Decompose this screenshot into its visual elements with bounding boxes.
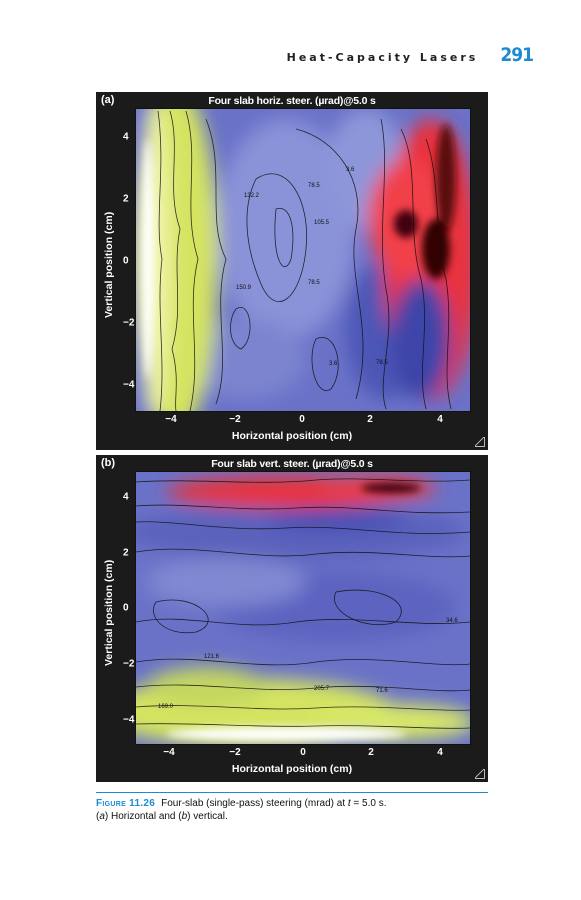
x-tick: −4 <box>163 747 175 758</box>
figure-panel-b: (b) Four slab vert. steer. (µrad)@5.0 s … <box>96 455 488 782</box>
contour-label: 78.5 <box>308 280 320 286</box>
caption-italic: t <box>347 798 351 809</box>
running-title: Heat-Capacity Lasers <box>286 51 479 64</box>
resize-handle[interactable] <box>475 437 485 447</box>
figure-panel-a: (a) Four slab horiz. steer. (µrad)@5.0 s… <box>96 92 488 450</box>
y-tick: 4 <box>123 491 129 503</box>
y-tick: 0 <box>123 602 129 614</box>
caption-text: ) Horizontal and ( <box>104 811 182 822</box>
caption-italic: b <box>181 811 188 822</box>
contour-label: 169.0 <box>158 704 174 710</box>
panel-label: (b) <box>101 457 116 469</box>
running-header: Heat-Capacity Lasers 291 <box>286 44 534 66</box>
contour-label: 205.7 <box>314 686 330 692</box>
contour-label: 150.9 <box>236 285 252 291</box>
contour-label: 132.2 <box>244 193 260 199</box>
y-axis-label: Vertical position (cm) <box>103 559 115 666</box>
y-tick: −2 <box>123 317 135 329</box>
resize-handle[interactable] <box>475 769 485 779</box>
figure-caption: Figure 11.26 Four-slab (single-pass) stee… <box>96 798 387 822</box>
x-tick: 4 <box>437 414 443 425</box>
contour-label: 105.5 <box>314 220 330 226</box>
heatmap-plot-b: 121.6 205.7 71.6 34.6 169.0 <box>135 471 471 745</box>
x-axis-label: Horizontal position (cm) <box>231 430 353 442</box>
y-tick: −4 <box>123 714 135 726</box>
y-tick: 2 <box>123 193 129 205</box>
y-axis-label: Vertical position (cm) <box>103 211 115 318</box>
page-number: 291 <box>500 44 534 66</box>
y-tick: −2 <box>123 658 135 670</box>
caption-text: ) vertical. <box>187 811 228 822</box>
contour-label: 3.6 <box>329 361 338 367</box>
caption-rule <box>96 792 488 793</box>
contour-label: 71.6 <box>376 688 388 694</box>
panel-title: Four slab horiz. steer. (µrad)@5.0 s <box>208 95 376 107</box>
y-tick: 0 <box>123 255 129 267</box>
x-tick: −2 <box>229 414 241 425</box>
x-tick: −2 <box>229 747 241 758</box>
caption-text: Four-slab (single-pass) steering (mrad) … <box>161 798 348 809</box>
contour-label: 121.6 <box>204 654 220 660</box>
contour-label: 78.5 <box>308 183 320 189</box>
x-tick: 4 <box>437 747 443 758</box>
panel-title: Four slab vert. steer. (µrad)@5.0 s <box>211 458 373 470</box>
caption-italic: a <box>99 811 105 822</box>
x-tick: −4 <box>165 414 177 425</box>
panel-label: (a) <box>101 94 115 106</box>
x-tick: 2 <box>368 747 374 758</box>
y-tick: −4 <box>123 379 135 391</box>
x-tick: 2 <box>367 414 373 425</box>
x-tick: 0 <box>300 747 306 758</box>
x-axis-label: Horizontal position (cm) <box>231 763 353 775</box>
contour-label: 34.6 <box>446 618 458 624</box>
y-tick: 4 <box>123 131 129 143</box>
contour-label: 3.6 <box>346 167 355 173</box>
y-tick: 2 <box>123 547 129 559</box>
caption-text: = 5.0 s. <box>350 798 387 809</box>
figure-label: Figure 11.26 <box>96 798 156 809</box>
x-tick: 0 <box>299 414 305 425</box>
heatmap-plot-a: 78.5 3.6 105.5 78.5 150.9 3.6 132.2 78.5 <box>135 108 471 412</box>
contour-label: 78.5 <box>376 360 388 366</box>
